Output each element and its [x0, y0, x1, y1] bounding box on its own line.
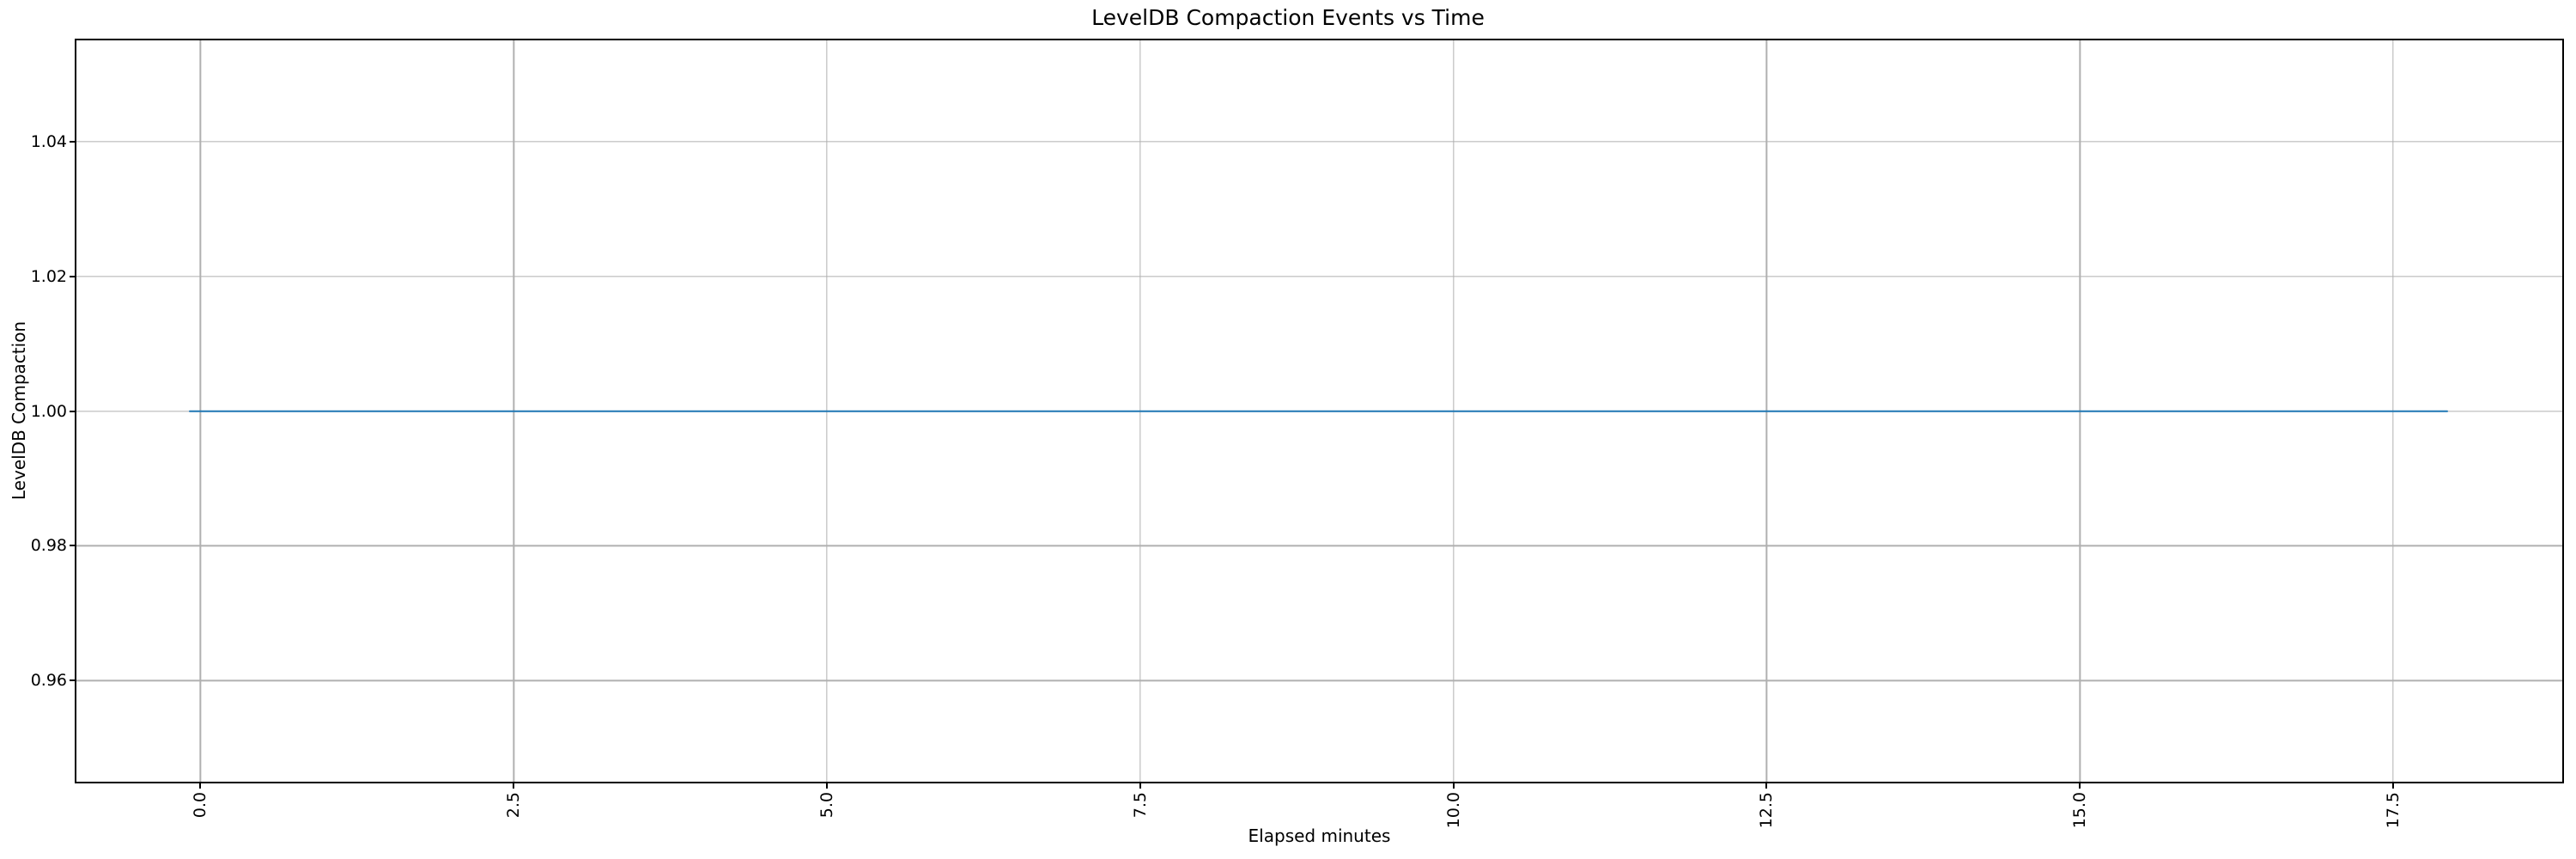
x-tick: [1765, 782, 1768, 789]
x-tick-label: 7.5: [1130, 792, 1150, 819]
y-tick: [70, 140, 76, 143]
y-tick: [70, 410, 76, 412]
x-tick: [2392, 782, 2394, 789]
x-tick: [2079, 782, 2081, 789]
x-tick-label: 10.0: [1443, 792, 1463, 829]
x-tick-label: 0.0: [191, 792, 210, 819]
x-tick-label: 2.5: [504, 792, 524, 819]
y-tick-label: 0.98: [30, 536, 67, 556]
x-tick-label: 5.0: [817, 792, 837, 819]
y-tick-label: 1.04: [30, 131, 67, 151]
y-tick-label: 0.96: [30, 671, 67, 691]
x-tick: [513, 782, 515, 789]
y-axis-title: LevelDB Compaction: [9, 320, 29, 501]
x-tick-label: 15.0: [2070, 792, 2090, 829]
y-tick: [70, 275, 76, 277]
x-tick: [826, 782, 829, 789]
x-tick: [1452, 782, 1455, 789]
x-tick: [1139, 782, 1141, 789]
y-gridline: [76, 141, 2562, 143]
data-line: [189, 410, 2449, 412]
plot-area: 0.0 2.5 5.0 7.5 10.0 12.5 15.0 17.5 0.96 0.98 1.00…: [31, 39, 2564, 828]
x-tick-label: 17.5: [2384, 792, 2403, 829]
chart-title: LevelDB Compaction Events vs Time: [1091, 5, 1485, 30]
y-gridline: [76, 275, 2562, 277]
y-tick-label: 1.02: [30, 266, 67, 286]
y-tick-label: 1.00: [30, 401, 67, 421]
x-tick: [199, 782, 202, 789]
y-tick: [70, 679, 76, 682]
y-tick: [70, 545, 76, 547]
y-gridline: [76, 545, 2562, 547]
y-gridline: [76, 679, 2562, 681]
x-tick-label: 12.5: [1757, 792, 1777, 829]
x-axis-title: Elapsed minutes: [1248, 825, 1391, 846]
